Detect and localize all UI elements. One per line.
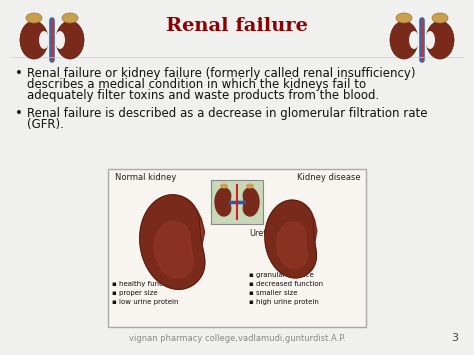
Ellipse shape bbox=[20, 21, 48, 59]
Text: 3: 3 bbox=[451, 333, 458, 343]
Ellipse shape bbox=[425, 31, 435, 49]
Text: vignan pharmacy college,vadlamudi,gunturdist.A.P.: vignan pharmacy college,vadlamudi,guntur… bbox=[128, 334, 346, 343]
Ellipse shape bbox=[39, 31, 49, 49]
Ellipse shape bbox=[246, 184, 254, 189]
Text: •: • bbox=[15, 67, 23, 80]
FancyBboxPatch shape bbox=[211, 180, 263, 224]
Text: ▪ smaller size: ▪ smaller size bbox=[249, 290, 298, 296]
Text: Normal kidney: Normal kidney bbox=[115, 173, 176, 182]
Text: Renal failure: Renal failure bbox=[166, 17, 308, 35]
Text: ▪ proper size: ▪ proper size bbox=[112, 290, 158, 296]
Polygon shape bbox=[276, 222, 308, 269]
Text: ▪ low urine protein: ▪ low urine protein bbox=[112, 299, 179, 305]
Ellipse shape bbox=[390, 21, 418, 59]
Polygon shape bbox=[215, 188, 231, 216]
Text: Ureter: Ureter bbox=[249, 229, 296, 239]
Ellipse shape bbox=[426, 21, 454, 59]
Polygon shape bbox=[243, 188, 259, 216]
FancyBboxPatch shape bbox=[108, 169, 366, 327]
Ellipse shape bbox=[220, 184, 228, 189]
Polygon shape bbox=[154, 221, 193, 278]
Text: Kidney disease: Kidney disease bbox=[297, 173, 361, 182]
Text: adequately filter toxins and waste products from the blood.: adequately filter toxins and waste produ… bbox=[27, 89, 379, 102]
Ellipse shape bbox=[432, 13, 448, 23]
Ellipse shape bbox=[55, 31, 65, 49]
Text: •: • bbox=[15, 107, 23, 120]
Ellipse shape bbox=[62, 13, 78, 23]
Text: ▪ decreased function: ▪ decreased function bbox=[249, 281, 323, 287]
Text: ▪ high urine protein: ▪ high urine protein bbox=[249, 299, 319, 305]
Ellipse shape bbox=[396, 13, 412, 23]
Ellipse shape bbox=[409, 31, 419, 49]
Text: Renal failure is described as a decrease in glomerular filtration rate: Renal failure is described as a decrease… bbox=[27, 107, 428, 120]
Ellipse shape bbox=[26, 13, 42, 23]
Polygon shape bbox=[265, 200, 317, 278]
Text: (GFR).: (GFR). bbox=[27, 118, 64, 131]
Text: Renal failure or kidney failure (formerly called renal insufficiency): Renal failure or kidney failure (formerl… bbox=[27, 67, 416, 80]
Text: ▪ granular surface: ▪ granular surface bbox=[249, 272, 314, 278]
Ellipse shape bbox=[56, 21, 84, 59]
Text: describes a medical condition in which the kidneys fail to: describes a medical condition in which t… bbox=[27, 78, 366, 91]
Text: ▪ healthy function: ▪ healthy function bbox=[112, 281, 176, 287]
Polygon shape bbox=[140, 195, 205, 289]
